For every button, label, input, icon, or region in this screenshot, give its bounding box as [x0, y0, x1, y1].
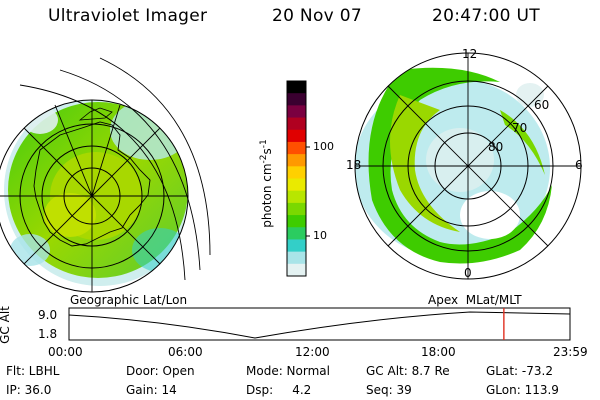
time-tick-0600: 06:00 [168, 345, 203, 359]
unit-sup: -2 [258, 154, 269, 164]
time-tick-1200: 12:00 [295, 345, 330, 359]
colorbar-segment [287, 215, 306, 228]
colorbar-segment [287, 154, 306, 167]
altitude-axis-label: GC Alt [0, 306, 12, 344]
mlat-label-80: 80 [488, 140, 504, 154]
altitude-tick-1-8: 1.8 [38, 327, 58, 341]
colorbar-segment [287, 105, 306, 119]
mlt-label-12: 12 [462, 47, 478, 61]
colorbar-segment [287, 239, 306, 253]
colorbar-tick-label-100: 100 [313, 140, 334, 153]
colorbar-segment [287, 117, 306, 131]
apex-map-caption: Apex MLat/MLT [428, 293, 522, 307]
colorbar-segment [287, 202, 306, 216]
colorbar-segment [287, 141, 306, 155]
date-label: 20 Nov 07 [272, 6, 362, 26]
colorbar-segment [287, 251, 306, 265]
unit-s: s [259, 148, 274, 155]
glon-info: GLon: 113.9 [486, 383, 559, 397]
time-tick-0000: 00:00 [48, 345, 83, 359]
colorbar [287, 81, 306, 277]
mode-info: Mode: Normal [246, 364, 330, 378]
unit-text: photon cm [259, 163, 274, 228]
mlat-label-70: 70 [512, 121, 528, 135]
colorbar-frame [286, 80, 307, 277]
colorbar-segment [287, 129, 306, 143]
filter-info: Flt: LBHL [6, 364, 60, 378]
mlat-label-60: 60 [534, 98, 550, 112]
colorbar-segment [287, 178, 306, 192]
glat-info: GLat: -73.2 [486, 364, 553, 378]
dsp-info: Dsp: 4.2 [246, 383, 312, 397]
time-label: 20:47:00 UT [432, 6, 540, 26]
colorbar-segment [287, 190, 306, 204]
colorbar-segment [287, 227, 306, 240]
colorbar-tick-label-10: 10 [313, 229, 327, 242]
colorbar-segment [287, 81, 306, 94]
mlt-label-18: 18 [346, 158, 362, 172]
mlt-label-6: 6 [575, 158, 583, 172]
time-tick-2359: 23:59 [553, 345, 588, 359]
mlt-label-0: 0 [464, 266, 472, 280]
time-tick-1800: 18:00 [421, 345, 456, 359]
instrument-title: Ultraviolet Imager [48, 6, 208, 26]
colorbar-unit-label: photon cm-2s-1 [259, 139, 274, 228]
geographic-map [0, 57, 211, 293]
colorbar-segment [287, 166, 306, 179]
gc-alt-info: GC Alt: 8.7 Re [366, 364, 450, 378]
colorbar-segment [287, 263, 306, 277]
altitude-curve [68, 311, 571, 339]
geo-map-caption: Geographic Lat/Lon [70, 293, 188, 307]
colorbar-segment [287, 93, 306, 106]
altitude-tick-9: 9.0 [38, 308, 58, 322]
altitude-panel [68, 307, 571, 341]
ip-info: IP: 36.0 [6, 383, 52, 397]
unit-sup2: -1 [258, 139, 269, 149]
door-info: Door: Open [126, 364, 195, 378]
apex-map [354, 52, 582, 280]
gain-info: Gain: 14 [126, 383, 177, 397]
seq-info: Seq: 39 [366, 383, 412, 397]
